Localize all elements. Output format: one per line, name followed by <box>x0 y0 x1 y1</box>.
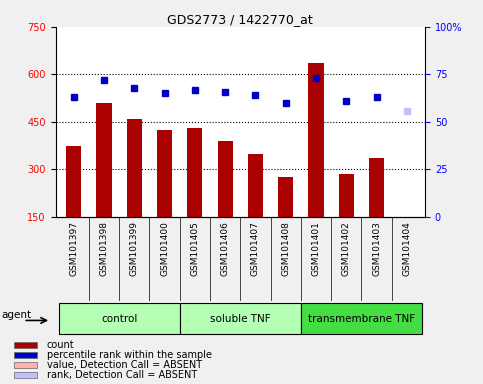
Text: value, Detection Call = ABSENT: value, Detection Call = ABSENT <box>47 360 202 370</box>
Text: GSM101400: GSM101400 <box>160 221 169 276</box>
Text: GSM101406: GSM101406 <box>221 221 229 276</box>
Bar <box>157 130 172 217</box>
Bar <box>58 303 180 334</box>
Text: GSM101407: GSM101407 <box>251 221 260 276</box>
Text: rank, Detection Call = ABSENT: rank, Detection Call = ABSENT <box>47 370 197 380</box>
Text: GSM101403: GSM101403 <box>372 221 381 276</box>
Text: GSM101402: GSM101402 <box>342 221 351 276</box>
Bar <box>14 342 38 348</box>
Text: GSM101401: GSM101401 <box>312 221 321 276</box>
Text: GSM101405: GSM101405 <box>190 221 199 276</box>
Bar <box>248 154 263 217</box>
Bar <box>66 146 81 217</box>
Text: transmembrane TNF: transmembrane TNF <box>308 314 415 324</box>
Text: count: count <box>47 340 74 350</box>
Bar <box>180 303 301 334</box>
Text: GSM101397: GSM101397 <box>69 221 78 276</box>
Text: GSM101404: GSM101404 <box>402 221 412 276</box>
Text: GSM101399: GSM101399 <box>130 221 139 276</box>
Bar <box>301 303 422 334</box>
Text: percentile rank within the sample: percentile rank within the sample <box>47 350 212 360</box>
Text: soluble TNF: soluble TNF <box>210 314 270 324</box>
Text: GSM101408: GSM101408 <box>281 221 290 276</box>
Bar <box>187 128 202 217</box>
Text: control: control <box>101 314 137 324</box>
Bar <box>278 177 293 217</box>
Bar <box>14 372 38 378</box>
Bar <box>339 174 354 217</box>
Text: agent: agent <box>1 310 31 319</box>
Text: GSM101398: GSM101398 <box>99 221 109 276</box>
Bar <box>217 141 233 217</box>
Bar <box>127 119 142 217</box>
Bar <box>369 158 384 217</box>
Bar <box>14 352 38 358</box>
Bar <box>97 103 112 217</box>
Title: GDS2773 / 1422770_at: GDS2773 / 1422770_at <box>168 13 313 26</box>
Bar <box>309 63 324 217</box>
Bar <box>399 217 414 218</box>
Bar <box>14 362 38 368</box>
